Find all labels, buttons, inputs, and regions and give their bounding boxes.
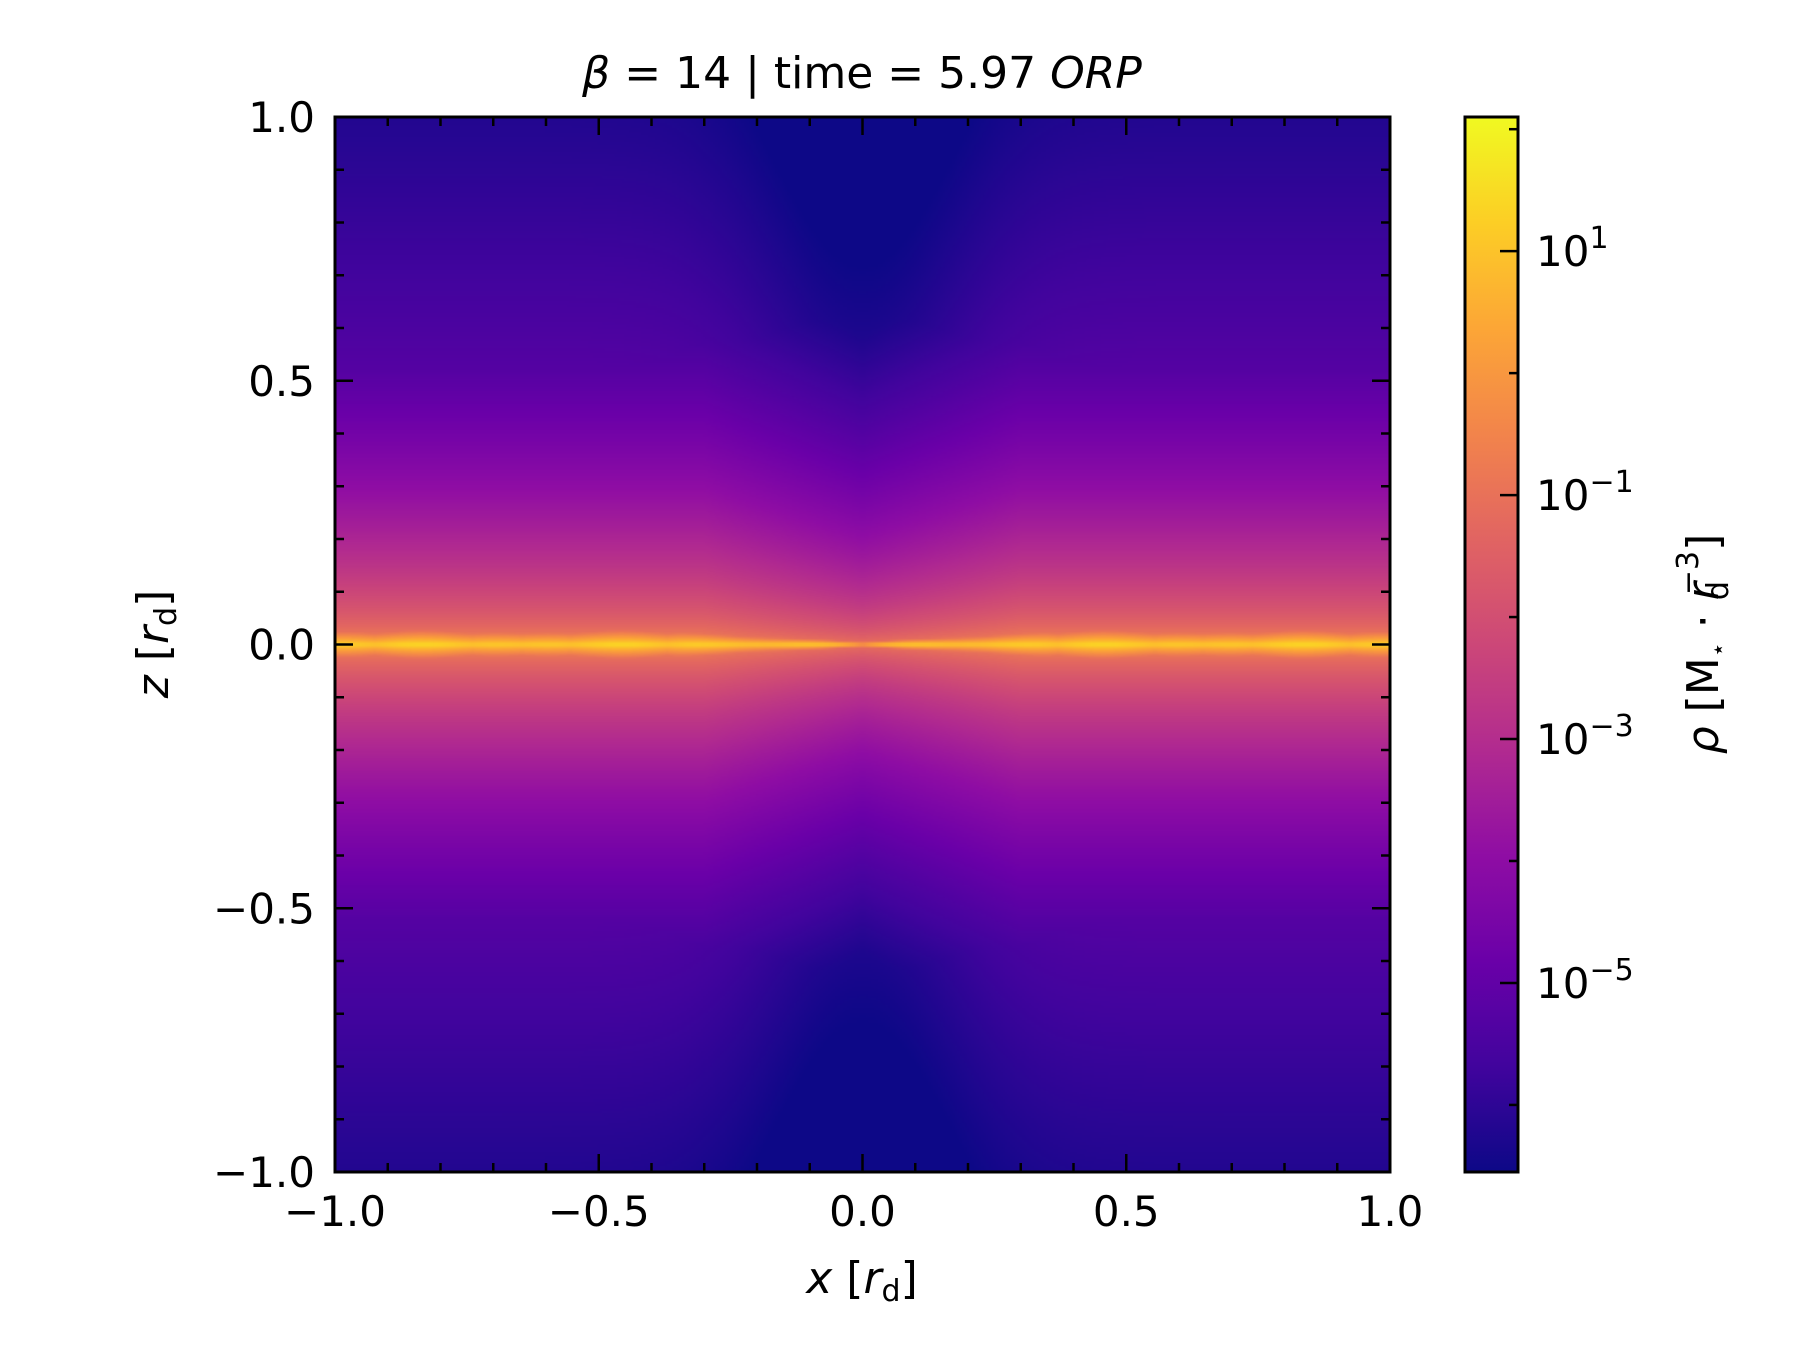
cb-label-var: ρ [1678,726,1729,754]
chart-title: β = 14 | time = 5.97 ORP [581,48,1142,99]
x-tick-labels: −1.0 −0.5 0.0 0.5 1.0 [284,1187,1423,1236]
y-tick-label: −1.0 [213,1148,315,1197]
x-tick-label: 0.5 [1093,1187,1160,1236]
y-tick-label: −0.5 [213,884,315,933]
cb-label-sym: r [1678,579,1729,600]
y-label-open: [ [128,644,179,675]
y-label-close: ] [128,590,179,607]
y-label-var: z [128,674,179,699]
x-tick-label: 0.0 [829,1187,896,1236]
y-label-sym: r [128,623,179,644]
x-label-close: ] [901,1253,918,1304]
y-axis-label: z [rd] [128,590,184,700]
title-beta-symbol: β [581,48,610,99]
axis-ticks [333,115,1392,1174]
colorbar-ticks: 101 10−1 10−3 10−5 [1500,127,1634,1107]
colorbar-frame [1463,115,1520,1174]
cb-label-dot: · [1678,600,1729,642]
y-label-sub: d [149,607,184,626]
density-heatmap [335,117,1390,1172]
x-tick-label: −1.0 [284,1187,386,1236]
colorbar [1465,117,1518,1172]
x-label-var: x [804,1253,833,1304]
title-unit: ORP [1050,48,1142,99]
cb-label-star: ⋆ [1704,642,1732,657]
heatmap-area [335,117,1390,1172]
colorbar-tick-label: 10−1 [1536,465,1634,520]
x-label-open: [ [832,1253,863,1304]
cb-label-close: ] [1678,534,1729,551]
x-label-sym: r [863,1253,884,1304]
colorbar-tick-label: 10−5 [1536,953,1634,1008]
y-tick-labels: −1.0 −0.5 0.0 0.5 1.0 [213,93,315,1197]
y-tick-label: 0.0 [248,621,315,670]
x-axis-label: x [rd] [804,1253,918,1309]
cb-label-sup: −3 [1671,551,1706,595]
cb-label-open: [M [1678,657,1729,726]
x-tick-label: −0.5 [548,1187,650,1236]
cb-label-sub: d [1701,581,1736,600]
x-label-sub: d [882,1274,901,1309]
y-tick-label: 0.5 [248,357,315,406]
x-tick-label: 1.0 [1357,1187,1424,1236]
colorbar-label: ρ [M⋆ · rd−3] [1671,534,1736,755]
title-text: = 14 | time = 5.97 [610,48,1050,99]
colorbar-tick-label: 101 [1536,221,1609,276]
colorbar-tick-label: 10−3 [1536,709,1634,764]
y-tick-label: 1.0 [248,93,315,142]
